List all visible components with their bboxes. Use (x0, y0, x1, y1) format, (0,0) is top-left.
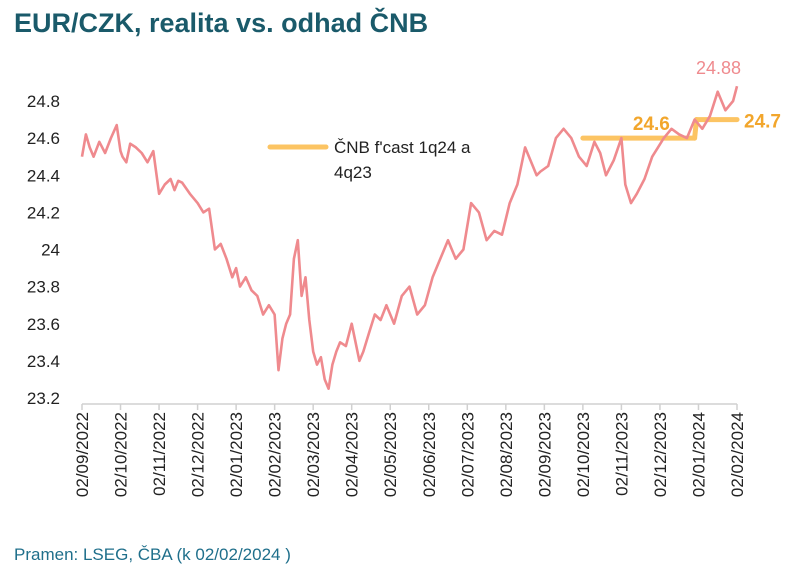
annotations: 24.88 24.6 24.7 (633, 58, 781, 135)
chart-title: EUR/CZK, realita vs. odhad ČNB (14, 8, 429, 38)
x-axis: 02/09/2022 02/10/2022 02/11/2022 02/12/2022… (73, 403, 747, 497)
y-tick-label: 24.8 (27, 92, 60, 111)
eurczk-line (80, 85, 739, 391)
y-tick-label: 24 (41, 241, 60, 260)
legend-label-line1: ČNB f'cast 1q24 a (334, 138, 471, 157)
source-note: Pramen: LSEG, ČBA (k 02/02/2024 ) (14, 545, 291, 564)
x-tick-label: 02/07/2023 (458, 412, 477, 497)
x-tick-label: 02/02/2023 (266, 412, 285, 497)
legend: ČNB f'cast 1q24 a 4q23 (267, 138, 471, 182)
x-tick-label: 02/01/2024 (689, 412, 708, 497)
x-tick-label: 02/02/2024 (728, 412, 747, 497)
y-tick-label: 24.6 (27, 129, 60, 148)
y-tick-label: 24.2 (27, 203, 60, 222)
forecast-label-2: 24.7 (744, 112, 781, 133)
x-tick-label: 02/08/2023 (497, 412, 516, 497)
last-value-label: 24.88 (696, 58, 741, 78)
x-tick-label: 02/12/2022 (189, 412, 208, 497)
y-tick-label: 23.6 (27, 315, 60, 334)
x-tick-label: 02/12/2023 (651, 412, 670, 497)
x-tick-label: 02/04/2023 (343, 412, 362, 497)
y-tick-label: 23.4 (27, 352, 60, 371)
x-tick-label: 02/06/2023 (420, 412, 439, 497)
y-tick-label: 23.8 (27, 278, 60, 297)
x-tick-label: 02/09/2023 (535, 412, 554, 497)
forecast-label-1: 24.6 (633, 114, 670, 135)
y-axis: 24.8 24.6 24.4 24.2 24 23.8 23.6 23.4 23.2 (27, 92, 60, 408)
x-tick-label: 02/10/2023 (574, 412, 593, 497)
x-tick-label: 02/05/2023 (381, 412, 400, 497)
x-tick-label: 02/10/2022 (112, 412, 131, 497)
y-tick-label: 24.4 (27, 166, 60, 185)
x-tick-label: 02/11/2022 (150, 412, 169, 496)
x-tick-label: 02/03/2023 (304, 412, 323, 497)
eurczk-series (80, 85, 739, 391)
x-tick-label: 02/01/2023 (227, 412, 246, 497)
x-tick-label: 02/09/2022 (73, 412, 92, 497)
x-tick-label: 02/11/2023 (612, 412, 631, 496)
legend-label-line2: 4q23 (334, 163, 372, 182)
y-tick-label: 23.2 (27, 389, 60, 408)
